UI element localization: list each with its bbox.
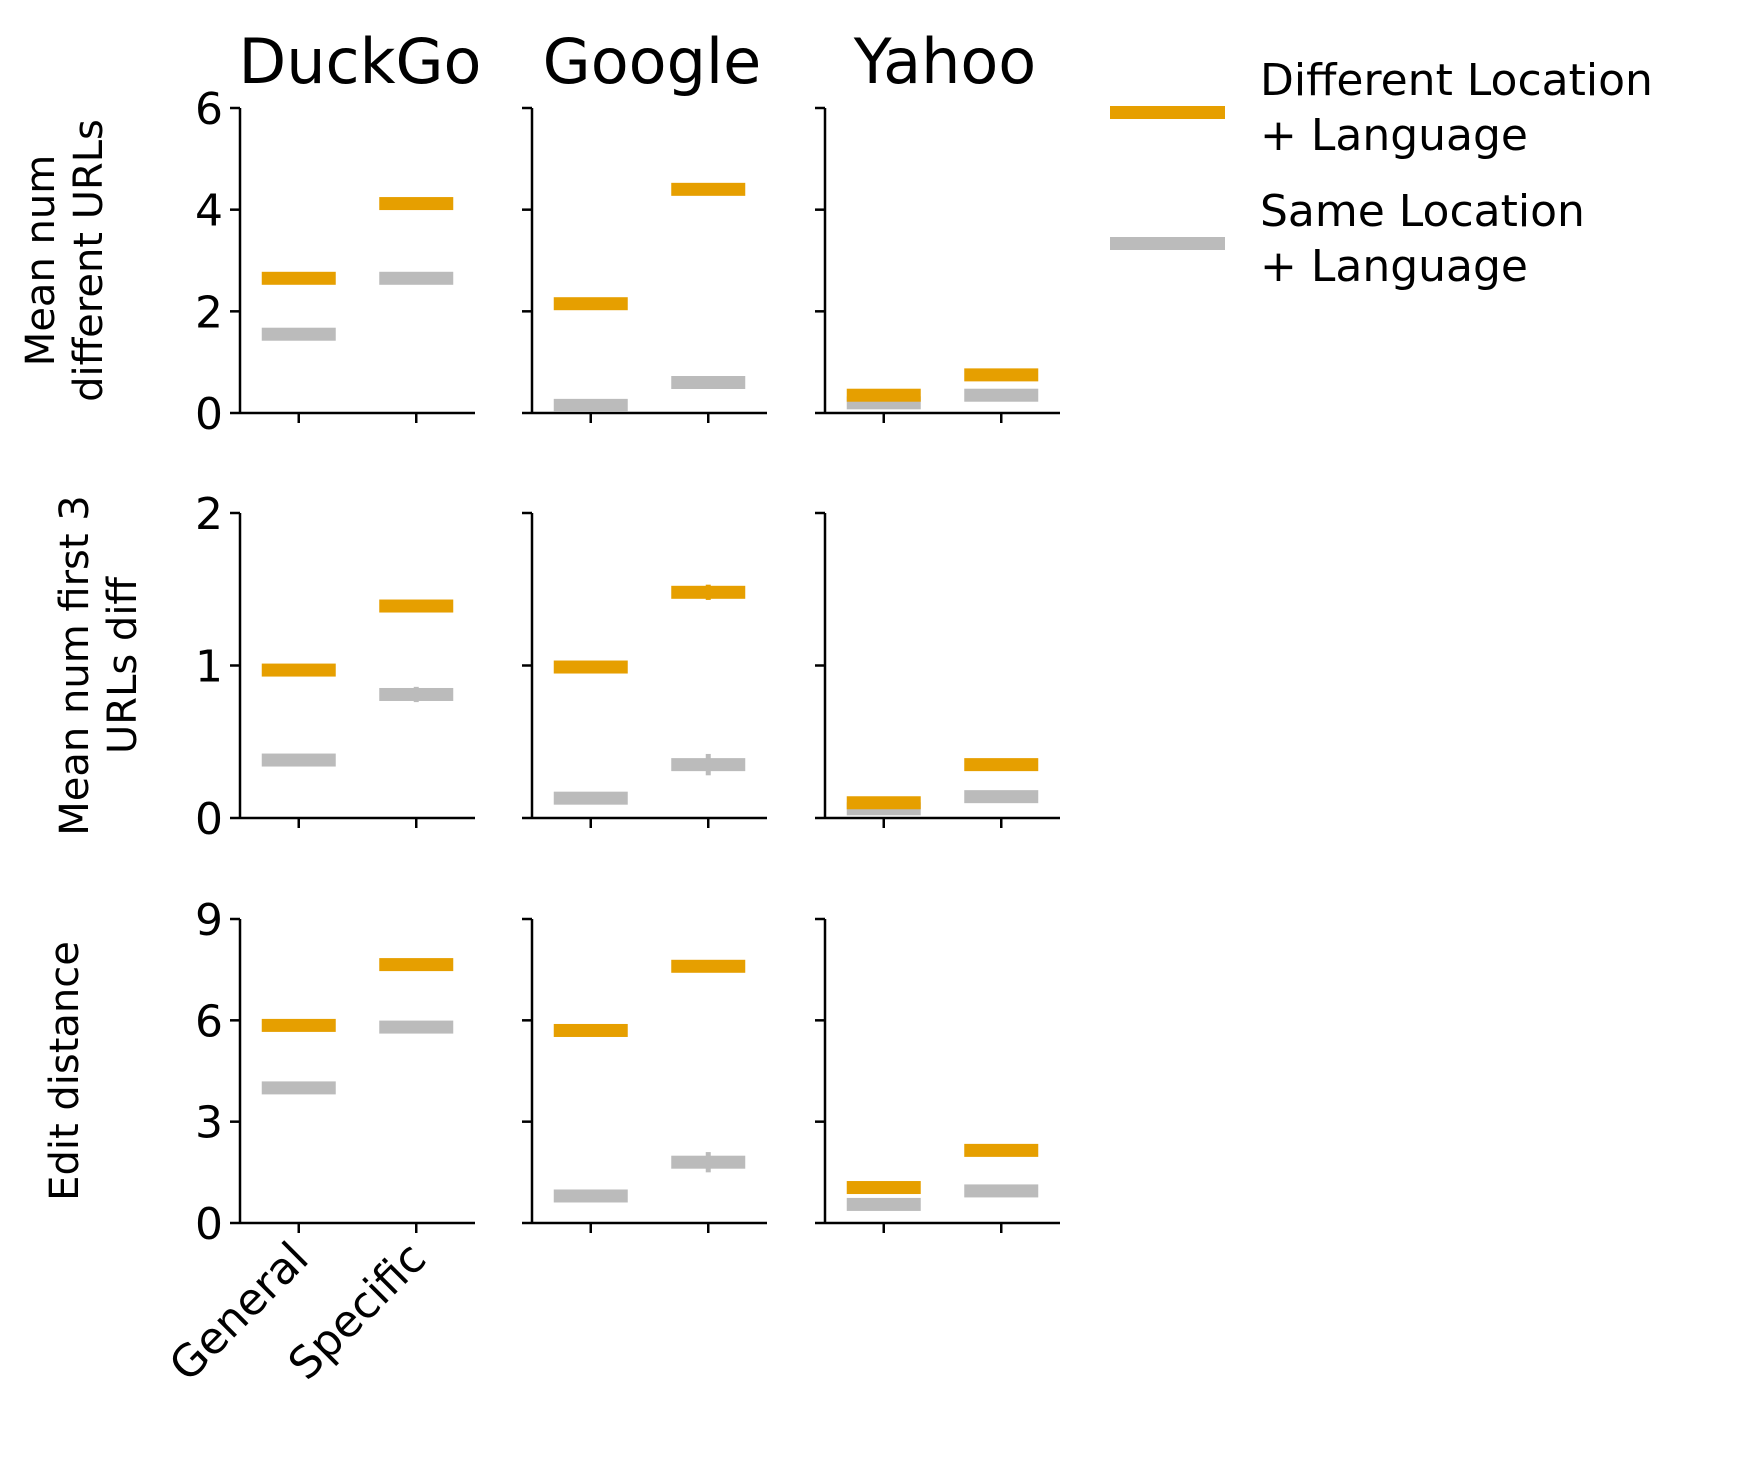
y-tick-label: 2 bbox=[195, 287, 223, 338]
legend-swatch-2 bbox=[1110, 237, 1225, 250]
mark-different-location-language-specific bbox=[671, 959, 746, 973]
column-title-duckgo: DuckGo bbox=[238, 25, 481, 98]
panel-yahoo-row-2 bbox=[815, 511, 1060, 828]
mark-different-location-language-general bbox=[261, 663, 336, 677]
mark-different-location-language-specific bbox=[379, 599, 454, 613]
panel-google-row-1 bbox=[522, 106, 767, 423]
mark-same-location-language-general bbox=[261, 753, 336, 767]
legend-swatch-1 bbox=[1110, 106, 1225, 119]
ylabel-line: Edit distance bbox=[42, 941, 88, 1201]
mark-different-location-language-specific bbox=[379, 958, 454, 972]
mark-same-location-language-general bbox=[553, 398, 628, 412]
panel-duckgo-row-2: 0 1 2 bbox=[195, 489, 475, 845]
legend-label-line: + Language bbox=[1260, 110, 1528, 161]
y-tick-label: 0 bbox=[195, 1199, 223, 1250]
mark-different-location-language-specific bbox=[379, 197, 454, 211]
y-tick-label: 6 bbox=[195, 996, 223, 1047]
legend-label-line: Different Location bbox=[1260, 55, 1653, 106]
mark-same-location-language-specific bbox=[379, 687, 454, 701]
mark-different-location-language-general bbox=[553, 297, 628, 311]
mark-different-location-language-general bbox=[846, 796, 921, 810]
ylabel-row-3: Edit distance bbox=[42, 941, 88, 1201]
column-titles: DuckGo Google Yahoo bbox=[238, 25, 1036, 98]
mark-same-location-language-specific bbox=[964, 1184, 1039, 1198]
y-tick-label: 2 bbox=[195, 489, 223, 540]
ylabel-line: different URLs bbox=[66, 119, 112, 402]
mark-same-location-language-specific bbox=[671, 758, 746, 772]
legend-label-1: Different Location + Language bbox=[1260, 55, 1653, 161]
mark-different-location-language-specific bbox=[671, 182, 746, 196]
mark-same-location-language-general bbox=[261, 1081, 336, 1095]
mark-same-location-language-specific bbox=[671, 1155, 746, 1169]
mark-same-location-language-general bbox=[846, 1197, 921, 1211]
mark-same-location-language-specific bbox=[964, 790, 1039, 804]
panel-duckgo-row-1: 0 2 4 6 bbox=[195, 84, 475, 440]
panel-grid: Mean numdifferent URLs 0 2 4 6 Mean num first… bbox=[18, 84, 1060, 1391]
y-tick-label: 6 bbox=[195, 84, 223, 135]
mark-different-location-language-specific bbox=[671, 585, 746, 599]
mark-different-location-language-specific bbox=[964, 368, 1039, 382]
panel-yahoo-row-3 bbox=[815, 917, 1060, 1233]
mark-same-location-language-specific bbox=[671, 376, 746, 389]
mark-same-location-language-general bbox=[261, 327, 336, 341]
mark-same-location-language-specific bbox=[379, 271, 454, 285]
column-title-google: Google bbox=[543, 25, 762, 98]
mark-different-location-language-specific bbox=[964, 758, 1039, 772]
ylabel-line: Mean num first 3 bbox=[52, 495, 98, 835]
ylabel-row-1: Mean numdifferent URLs bbox=[18, 119, 112, 402]
panel-google-row-2 bbox=[522, 511, 767, 828]
mark-different-location-language-general bbox=[553, 1023, 628, 1037]
ylabel-line: URLs diff bbox=[100, 576, 146, 754]
mark-different-location-language-general bbox=[261, 271, 336, 285]
panel-google-row-3 bbox=[522, 917, 767, 1233]
y-tick-label: 0 bbox=[195, 794, 223, 845]
legend-label-line: + Language bbox=[1260, 241, 1528, 292]
ylabel-line: Mean num bbox=[18, 155, 64, 366]
y-tick-label: 1 bbox=[195, 642, 223, 693]
mark-different-location-language-general bbox=[846, 1181, 921, 1195]
mark-different-location-language-general bbox=[553, 660, 628, 674]
mark-same-location-language-specific bbox=[964, 388, 1039, 402]
ylabel-row-2: Mean num first 3URLs diff bbox=[52, 495, 146, 835]
mark-same-location-language-specific bbox=[379, 1020, 454, 1034]
mark-different-location-language-general bbox=[261, 1018, 336, 1032]
mark-different-location-language-general bbox=[846, 388, 921, 402]
y-tick-label: 9 bbox=[195, 895, 223, 946]
mark-same-location-language-general bbox=[553, 1189, 628, 1203]
y-tick-label: 3 bbox=[195, 1098, 223, 1149]
column-title-yahoo: Yahoo bbox=[853, 25, 1037, 98]
y-tick-label: 0 bbox=[195, 389, 223, 440]
mark-same-location-language-general bbox=[553, 791, 628, 805]
panel-yahoo-row-1 bbox=[815, 106, 1060, 423]
mark-different-location-language-specific bbox=[964, 1143, 1039, 1157]
y-tick-label: 4 bbox=[195, 186, 223, 237]
legend-label-2: Same Location + Language bbox=[1260, 186, 1585, 292]
legend-label-line: Same Location bbox=[1260, 186, 1585, 237]
